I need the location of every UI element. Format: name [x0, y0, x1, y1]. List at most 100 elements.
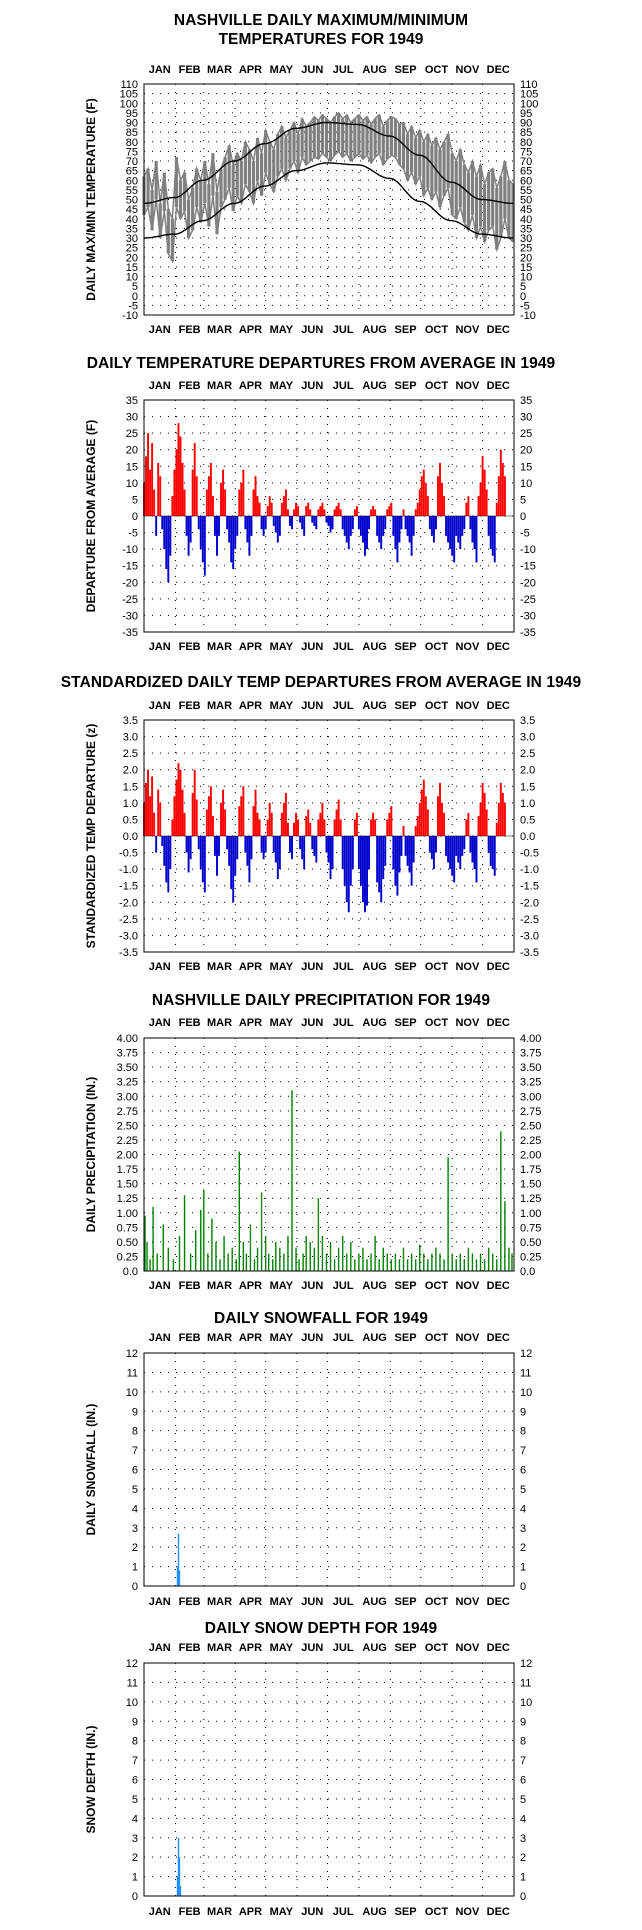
positive-departure-bar	[479, 802, 482, 836]
month-label-bottom: JUL	[333, 324, 354, 336]
month-label-bottom: SEP	[395, 1280, 417, 1292]
positive-departure-bar	[173, 469, 176, 516]
y-tick-label-right: -10	[520, 310, 536, 322]
positive-departure-bar	[258, 502, 261, 516]
positive-departure-bar	[295, 812, 298, 836]
y-tick-label-left: 45	[126, 204, 138, 216]
y-tick-label-left: -5	[128, 300, 138, 312]
y-tick-label-left: 1.25	[117, 1193, 138, 1205]
negative-departure-bar	[197, 516, 200, 530]
negative-departure-bar	[169, 516, 172, 556]
negative-departure-bar	[331, 516, 334, 530]
month-label-top: FEB	[179, 380, 201, 392]
y-tick-label-left: 10	[126, 1697, 138, 1709]
positive-departure-bar	[497, 802, 500, 836]
positive-departure-bar	[333, 509, 336, 516]
chart-title: DAILY SNOWFALL FOR 1949	[214, 1310, 428, 1327]
negative-departure-bar	[327, 836, 330, 863]
negative-departure-bar	[165, 516, 168, 570]
positive-departure-bar	[309, 822, 312, 836]
negative-departure-bar	[459, 836, 462, 870]
positive-departure-bar	[321, 802, 324, 836]
month-labels: JAN JAN FEB FEB MAR MAR APR APR MAY MAY JUN JUN JUL J…	[149, 1642, 510, 1918]
negative-departure-bar	[165, 836, 168, 883]
positive-departure-bar	[424, 796, 427, 836]
y-tick-label-left: 65	[126, 166, 138, 178]
negative-departure-bar	[459, 516, 462, 550]
y-tick-label-right: 10	[520, 1697, 532, 1709]
month-label-bottom: FEB	[179, 1906, 201, 1918]
y-tick-label-left: 50	[126, 195, 138, 207]
y-tick-label-left: -10	[122, 544, 138, 556]
negative-departure-bar	[301, 836, 304, 860]
y-tick-label-right: 5	[520, 281, 526, 293]
positive-departure-bar	[254, 476, 257, 516]
negative-departure-bar	[394, 836, 397, 886]
negative-departure-bar	[400, 516, 403, 530]
y-ticks: 35 35 30 30 25 25 20 20 15 15 10 10 5 5 0 0 -5 -5 -10 -10 -1…	[122, 395, 536, 639]
y-tick-label-left: 6	[132, 1465, 138, 1477]
negative-departure-bar	[380, 836, 383, 903]
data-marks	[176, 1533, 181, 1586]
y-tick-label-right: 0	[520, 1891, 526, 1903]
month-label-top: MAR	[207, 1017, 232, 1029]
month-labels: JAN JAN FEB FEB MAR MAR APR APR MAY MAY JUN JUN JUL J…	[149, 1017, 510, 1292]
y-tick-label-left: 8	[132, 1736, 138, 1748]
y-axis-label: DAILY SNOWFALL (IN.)	[84, 1404, 98, 1536]
y-tick-label-right: 2.50	[520, 1120, 541, 1132]
month-label-top: JUN	[301, 1642, 323, 1654]
month-label-bottom: JUN	[301, 324, 323, 336]
negative-departure-bar	[291, 516, 293, 530]
negative-departure-bar	[329, 516, 332, 533]
month-label-top: NOV	[455, 64, 480, 76]
positive-departure-bar	[335, 506, 338, 516]
negative-departure-bar	[451, 836, 454, 876]
y-tick-label-left: 15	[126, 461, 138, 473]
negative-departure-bar	[349, 836, 352, 886]
positive-departure-bar	[402, 826, 405, 836]
y-tick-label-left: 1.00	[117, 1208, 138, 1220]
y-tick-label-left: -3.5	[119, 947, 138, 959]
positive-departure-bar	[501, 792, 504, 836]
positive-departure-bar	[268, 802, 271, 836]
y-tick-label-left: -30	[122, 610, 138, 622]
y-tick-label-right: 1	[520, 1872, 526, 1884]
positive-departure-bar	[355, 812, 358, 836]
negative-departure-bar	[428, 836, 431, 853]
month-label-bottom: JUL	[333, 1906, 354, 1918]
data-marks	[142, 111, 515, 264]
y-tick-label-left: 12	[126, 1348, 138, 1360]
negative-departure-bar	[155, 836, 158, 853]
chart-title: DAILY SNOW DEPTH FOR 1949	[204, 1620, 438, 1637]
y-tick-label-right: 8	[520, 1736, 526, 1748]
y-tick-label-left: 3.0	[123, 732, 138, 744]
y-tick-label-right: 50	[520, 195, 532, 207]
y-tick-label-right: 6	[520, 1465, 526, 1477]
plot-frame	[143, 83, 515, 316]
negative-departure-bar	[376, 836, 379, 883]
negative-departure-bar	[487, 516, 490, 536]
negative-departure-bar	[382, 516, 385, 536]
month-label-bottom: OCT	[425, 1906, 449, 1918]
month-label-top: JAN	[149, 1017, 171, 1029]
month-label-bottom: MAY	[270, 1906, 294, 1918]
y-tick-label-right: -3.5	[520, 947, 539, 959]
month-label-bottom: MAY	[270, 1280, 294, 1292]
negative-departure-bar	[412, 516, 415, 536]
negative-departure-bar	[218, 836, 220, 856]
negative-departure-bar	[392, 836, 395, 870]
y-tick-label-right: 3.0	[520, 732, 535, 744]
negative-departure-bar	[264, 516, 267, 530]
positive-departure-bar	[205, 809, 208, 836]
positive-departure-bar	[481, 456, 484, 516]
month-label-top: APR	[239, 1332, 262, 1344]
positive-departure-bar	[147, 433, 150, 516]
positive-departure-bar	[424, 482, 427, 516]
negative-departure-bar	[234, 516, 237, 550]
negative-departure-bar	[331, 836, 334, 870]
month-label-bottom: JAN	[149, 1596, 171, 1608]
positive-departure-bar	[211, 496, 214, 516]
positive-departure-bar	[297, 506, 300, 516]
negative-departure-bar	[408, 836, 411, 873]
